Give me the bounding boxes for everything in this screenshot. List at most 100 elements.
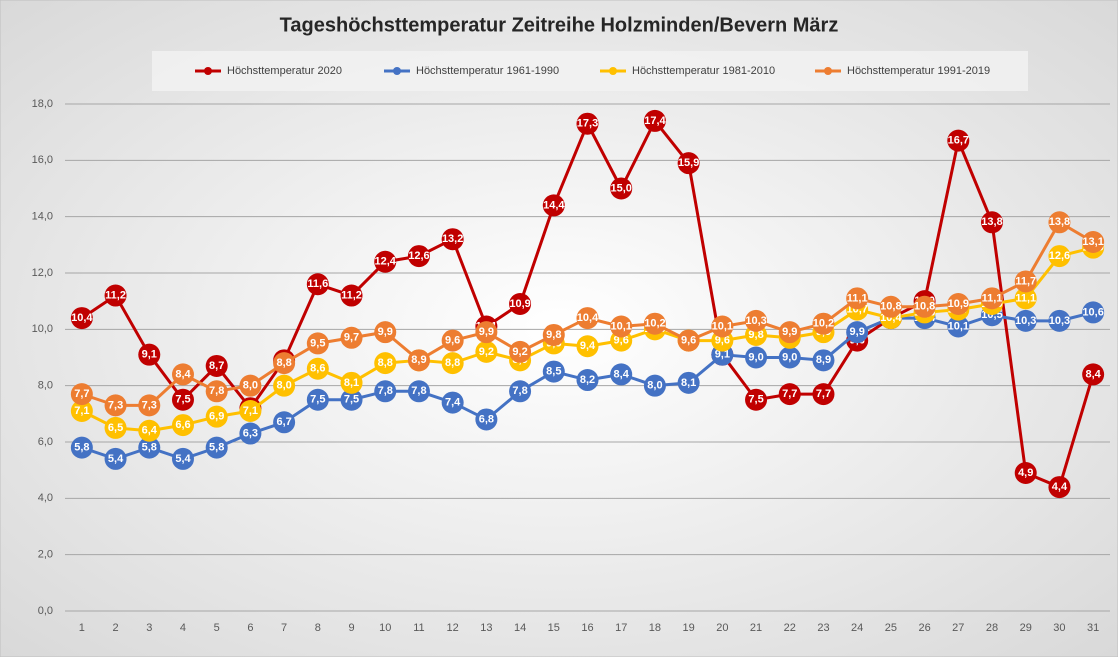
data-label: 13,2 <box>442 233 463 245</box>
data-label: 8,0 <box>276 380 291 392</box>
data-label: 10,4 <box>577 312 599 324</box>
data-label: 9,0 <box>748 351 763 363</box>
data-label: 9,2 <box>512 346 527 358</box>
x-tick-label: 5 <box>214 622 220 634</box>
x-tick-label: 17 <box>615 622 627 634</box>
data-point <box>778 346 801 369</box>
data-point <box>171 388 194 411</box>
x-tick-label: 28 <box>986 622 998 634</box>
data-point <box>70 400 93 423</box>
legend-marker <box>393 67 401 75</box>
data-label: 9,6 <box>715 335 730 347</box>
data-label: 8,5 <box>546 365 561 377</box>
data-label: 13,8 <box>981 216 1002 228</box>
data-point <box>306 357 329 380</box>
data-label: 9,1 <box>715 349 730 361</box>
data-point <box>273 374 296 397</box>
data-point <box>711 315 734 338</box>
data-point <box>138 394 161 417</box>
data-point <box>205 354 228 377</box>
data-point <box>981 211 1004 234</box>
data-point <box>1014 461 1037 484</box>
data-point <box>374 352 397 375</box>
data-point <box>812 349 835 372</box>
data-point <box>475 340 498 363</box>
data-label: 9,9 <box>850 326 865 338</box>
data-point <box>239 400 262 423</box>
data-label: 10,1 <box>712 320 733 332</box>
data-point <box>509 292 532 315</box>
data-point <box>1014 287 1037 310</box>
data-point <box>1048 211 1071 234</box>
data-label: 7,7 <box>74 388 89 400</box>
x-tick-label: 22 <box>784 622 796 634</box>
data-point <box>104 284 127 307</box>
data-label: 8,4 <box>175 368 191 380</box>
data-label: 10,1 <box>610 320 631 332</box>
y-tick-label: 14,0 <box>32 211 53 223</box>
y-tick-label: 6,0 <box>38 436 53 448</box>
data-label: 7,1 <box>243 405 258 417</box>
y-tick-label: 10,0 <box>32 323 53 335</box>
data-label: 15,0 <box>610 182 631 194</box>
data-label: 8,0 <box>243 380 258 392</box>
x-tick-label: 24 <box>851 622 863 634</box>
data-label: 9,2 <box>479 346 494 358</box>
data-label: 9,0 <box>782 351 797 363</box>
data-label: 10,9 <box>948 298 969 310</box>
data-point <box>407 380 430 403</box>
x-tick-label: 26 <box>918 622 930 634</box>
data-point <box>1014 309 1037 332</box>
data-point <box>576 335 599 358</box>
legend-label: Höchsttemperatur 2020 <box>227 65 342 77</box>
data-label: 11,1 <box>982 292 1003 304</box>
data-point <box>171 363 194 386</box>
data-point <box>846 321 869 344</box>
data-point <box>374 250 397 273</box>
x-tick-label: 3 <box>146 622 152 634</box>
data-label: 7,8 <box>512 385 527 397</box>
data-point <box>205 380 228 403</box>
data-label: 8,4 <box>614 368 630 380</box>
legend-marker <box>609 67 617 75</box>
data-label: 13,8 <box>1049 216 1070 228</box>
data-label: 7,3 <box>142 399 157 411</box>
data-label: 5,8 <box>74 442 89 454</box>
data-point <box>981 287 1004 310</box>
data-point <box>104 447 127 470</box>
data-point <box>138 343 161 366</box>
data-label: 8,7 <box>209 360 224 372</box>
data-point <box>239 374 262 397</box>
y-tick-label: 4,0 <box>38 492 53 504</box>
data-point <box>138 436 161 459</box>
data-point <box>374 321 397 344</box>
x-tick-label: 29 <box>1020 622 1032 634</box>
data-point <box>1082 363 1105 386</box>
data-point <box>677 371 700 394</box>
data-point <box>778 383 801 406</box>
data-label: 10,8 <box>880 301 901 313</box>
data-point <box>846 287 869 310</box>
data-label: 9,1 <box>142 349 157 361</box>
x-tick-label: 13 <box>480 622 492 634</box>
data-label: 6,8 <box>479 413 494 425</box>
data-point <box>1082 231 1105 254</box>
x-tick-label: 7 <box>281 622 287 634</box>
data-label: 11,1 <box>847 292 868 304</box>
data-point <box>171 447 194 470</box>
data-point <box>745 346 768 369</box>
data-point <box>643 109 666 132</box>
data-point <box>205 405 228 428</box>
data-point <box>542 360 565 383</box>
data-point <box>104 416 127 439</box>
data-point <box>1082 301 1105 324</box>
data-point <box>542 323 565 346</box>
data-point <box>441 228 464 251</box>
data-point <box>340 388 363 411</box>
data-label: 9,6 <box>445 335 460 347</box>
data-label: 12,6 <box>1049 250 1070 262</box>
data-point <box>576 307 599 330</box>
data-label: 10,3 <box>1049 315 1070 327</box>
data-label: 7,5 <box>748 394 763 406</box>
y-tick-label: 18,0 <box>32 98 53 110</box>
